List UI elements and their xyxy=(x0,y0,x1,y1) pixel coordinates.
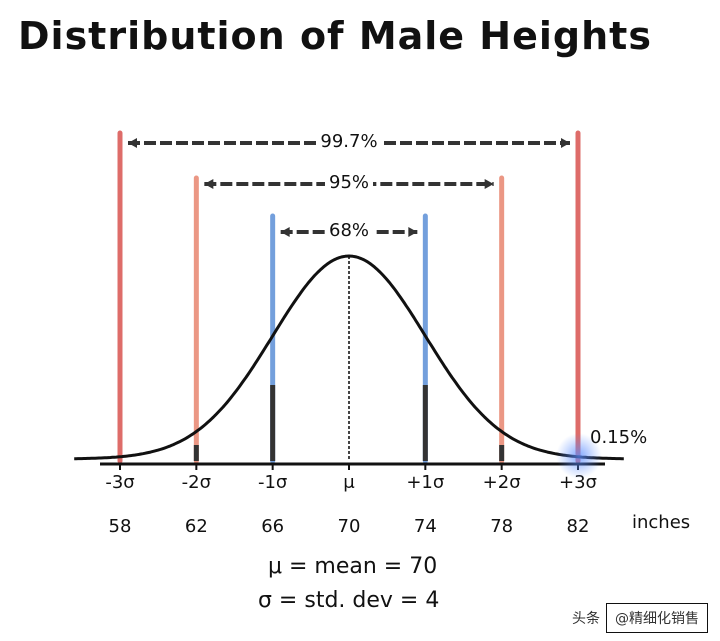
watermark-handle: @精细化销售 xyxy=(606,603,708,633)
sigma-label-minus-3: -3σ xyxy=(105,472,135,493)
bracket-95-arrow-right xyxy=(484,179,494,189)
watermark-prefix: 头条 xyxy=(572,611,600,627)
formula-mean: μ = mean = 70 xyxy=(268,554,438,579)
page-title: Distribution of Male Heights xyxy=(18,14,652,58)
bracket-label-95: 95% xyxy=(324,172,374,193)
value-label-74: 74 xyxy=(413,516,437,537)
bracket-99-7-arrow-right xyxy=(561,138,570,148)
bracket-68-arrow-left xyxy=(280,227,290,237)
bracket-68-arrow-right xyxy=(408,227,418,237)
bracket-99-7-arrow-left xyxy=(128,138,137,148)
formula-std-dev: σ = std. dev = 4 xyxy=(258,588,440,613)
tail-highlight xyxy=(556,433,602,479)
value-label-70: 70 xyxy=(337,516,361,537)
watermark: 头条 @精细化销售 xyxy=(572,603,708,633)
value-label-78: 78 xyxy=(490,516,514,537)
value-label-82: 82 xyxy=(566,516,590,537)
value-label-62: 62 xyxy=(184,516,208,537)
tail-percent-label: 0.15% xyxy=(590,427,648,448)
sigma-label-plus-1: +1σ xyxy=(406,472,445,493)
value-label-58: 58 xyxy=(108,516,132,537)
sigma-label-minus-1: -1σ xyxy=(257,472,288,493)
bracket-label-68: 68% xyxy=(324,220,374,241)
normal-curve xyxy=(74,254,624,461)
bracket-label-99-7: 99.7% xyxy=(316,131,382,152)
units-label: inches xyxy=(632,512,691,533)
sigma-label-plus-2: +2σ xyxy=(482,472,521,493)
bracket-95-arrow-left xyxy=(204,179,214,189)
sigma-label-mean: μ xyxy=(343,472,355,493)
sigma-label-minus-2: -2σ xyxy=(181,472,212,493)
value-label-66: 66 xyxy=(261,516,285,537)
